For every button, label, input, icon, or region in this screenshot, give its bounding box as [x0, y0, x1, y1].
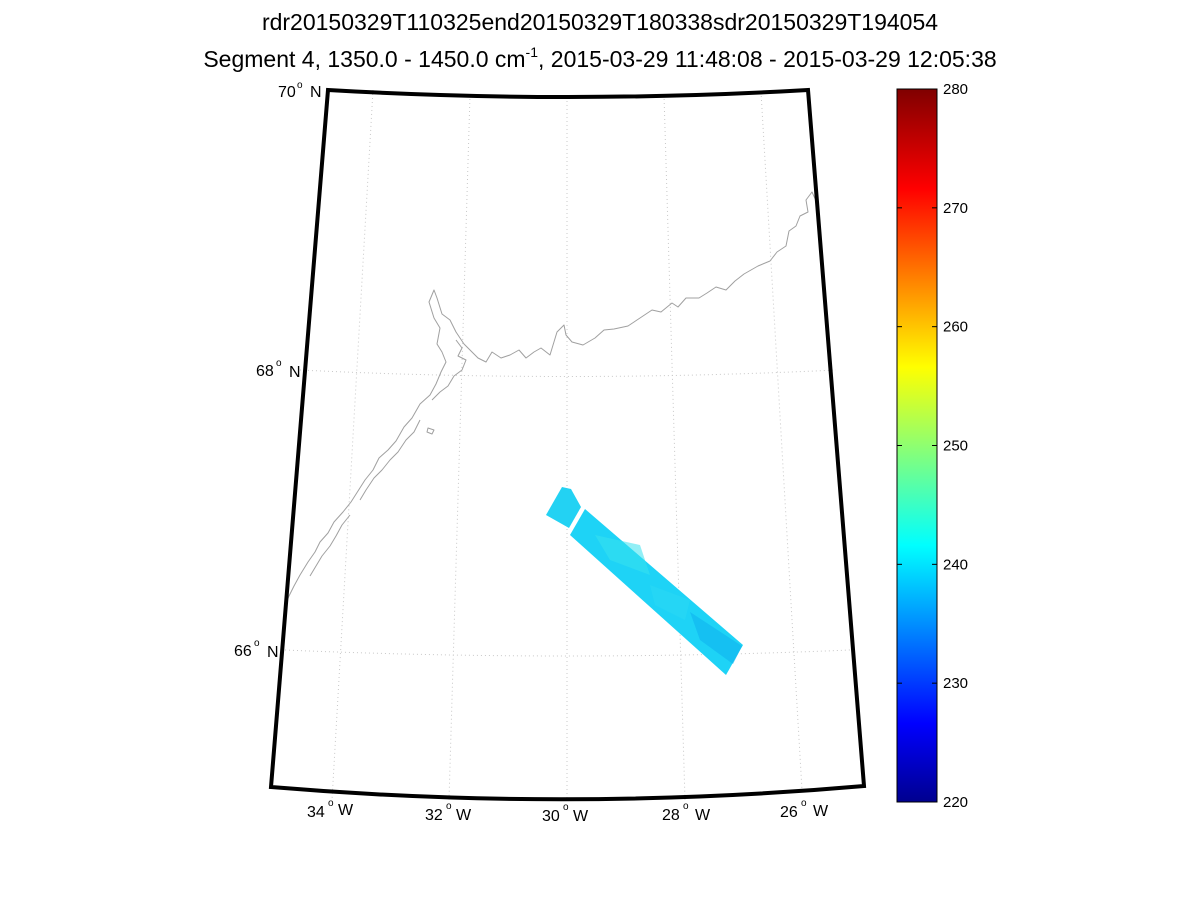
longitude-labels: 34 o W 32 o W 30 o W 28 o W 26 o W [307, 798, 829, 825]
colorbar-tick-label-230: 230 [943, 675, 968, 692]
colorbar: 220 230 240 250 260 270 280 [896, 81, 968, 811]
swath-patch-cool [690, 612, 742, 664]
meridian-34w [331, 89, 374, 801]
lon-hemi-34: W [338, 802, 354, 819]
colorbar-tick-label-280: 280 [943, 81, 968, 98]
lon-degree-30: o [563, 802, 569, 813]
lat-hemi-66: N [267, 644, 279, 661]
lon-label-28: 28 [662, 807, 680, 824]
coastline-detail-3 [309, 514, 351, 577]
title-time-range: , 2015-03-29 11:48:08 - 2015-03-29 12:05… [538, 46, 997, 72]
lon-degree-32: o [446, 801, 452, 812]
colorbar-tick-label-260: 260 [943, 319, 968, 336]
chart-title-line1: rdr20150329T110325end20150329T180338sdr2… [261, 9, 939, 35]
map-frame [268, 87, 867, 802]
lat-label-70: 70 [278, 84, 296, 101]
lat-label-66: 66 [234, 643, 252, 660]
colorbar-tick-label-270: 270 [943, 200, 968, 217]
title-unit-exponent: -1 [525, 44, 538, 60]
parallel-68n [299, 369, 837, 377]
swath-segment-north [546, 487, 581, 528]
lon-degree-28: o [683, 801, 689, 812]
latitude-labels: 70 o N 68 o N 66 o N [234, 80, 322, 661]
colorbar-tick-label-220: 220 [943, 794, 968, 811]
lat-degree-70: o [297, 80, 303, 91]
lon-label-34: 34 [307, 804, 325, 821]
swath [546, 487, 743, 675]
coastline [284, 191, 819, 607]
lat-hemi-70: N [310, 84, 322, 101]
coastline-island [426, 427, 435, 435]
meridian-28w [663, 94, 686, 801]
colorbar-tick-label-240: 240 [943, 556, 968, 573]
colorbar-ticks: 220 230 240 250 260 270 280 [897, 81, 968, 811]
lon-label-32: 32 [425, 807, 443, 824]
chart-title-line2: Segment 4, 1350.0 - 1450.0 cm-1, 2015-03… [0, 44, 1200, 73]
title-segment-text: Segment 4, 1350.0 - 1450.0 cm [203, 46, 526, 72]
lon-label-30: 30 [542, 808, 560, 825]
lon-degree-34: o [328, 798, 334, 809]
meridian-32w [448, 94, 471, 801]
swath-patch-mid [650, 585, 690, 620]
lon-hemi-32: W [456, 807, 472, 824]
lon-label-26: 26 [780, 804, 798, 821]
colorbar-gradient [896, 88, 938, 803]
lat-label-68: 68 [256, 363, 274, 380]
swath-patch-warm [595, 535, 650, 575]
meridian-26w [760, 91, 803, 791]
graticule [284, 89, 851, 801]
coastline-detail-2 [359, 419, 421, 501]
lon-hemi-30: W [573, 808, 589, 825]
lat-degree-66: o [254, 638, 260, 649]
lon-degree-26: o [801, 798, 807, 809]
lon-hemi-28: W [695, 807, 711, 824]
coastline-detail-1 [431, 339, 467, 401]
lat-hemi-68: N [289, 364, 301, 381]
coastline-main [284, 191, 819, 607]
lat-degree-68: o [276, 358, 282, 369]
colorbar-tick-label-250: 250 [943, 438, 968, 455]
lon-hemi-26: W [813, 803, 829, 820]
